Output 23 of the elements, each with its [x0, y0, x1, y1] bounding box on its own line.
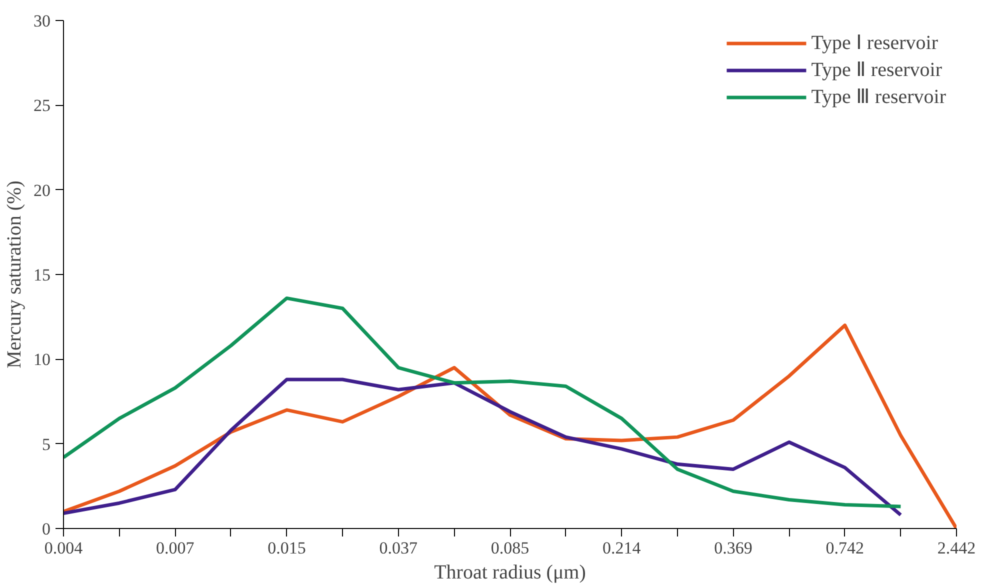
x-tick-label: 2.442	[937, 538, 976, 558]
y-tick-label: 15	[34, 266, 50, 284]
y-tick-label: 30	[34, 12, 50, 30]
y-tick-label: 0	[42, 520, 50, 538]
x-axis-title: Throat radius (μm)	[434, 562, 586, 584]
x-tick-label: 0.369	[714, 538, 752, 558]
y-tick-label: 5	[42, 434, 50, 454]
x-tick-label: 0.037	[379, 538, 418, 558]
x-tick-label: 0.742	[826, 538, 864, 558]
y-axis-title: Mercury saturation (%)	[4, 180, 26, 368]
x-tick-label: 0.214	[602, 538, 642, 558]
legend-label: Type Ⅲ reservoir	[811, 85, 946, 109]
y-tick-label: 20	[34, 180, 50, 200]
x-tick-label: 0.015	[268, 538, 306, 558]
legend-label: Type Ⅱ reservoir	[811, 58, 942, 82]
x-tick-label: 0.004	[44, 538, 84, 558]
y-tick-label: 25	[34, 96, 50, 116]
x-tick-label: 0.085	[490, 538, 530, 558]
y-tick-label: 10	[34, 350, 50, 370]
legend-label: Type Ⅰ reservoir	[811, 31, 938, 55]
line-series	[64, 378, 902, 517]
x-tick-label: 0.007	[156, 538, 195, 558]
line-series	[64, 296, 902, 508]
